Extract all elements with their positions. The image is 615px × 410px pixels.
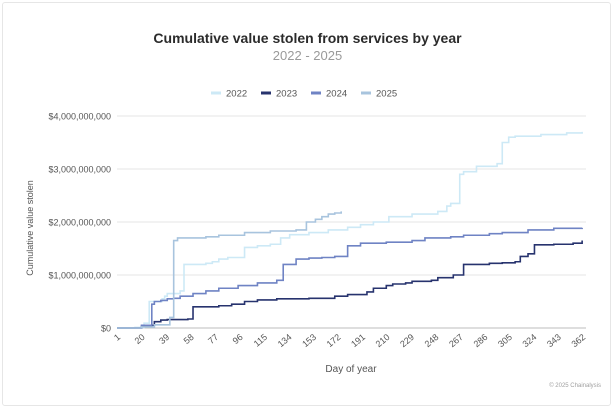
- x-axis-label: Day of year: [325, 364, 377, 375]
- y-tick-label: $1,000,000,000: [48, 271, 111, 281]
- y-tick-label: $2,000,000,000: [48, 218, 111, 228]
- x-tick-label: 305: [496, 332, 514, 349]
- x-tick-label: 115: [252, 332, 269, 349]
- y-tick-label: $4,000,000,000: [48, 112, 111, 122]
- x-tick-label: 229: [398, 332, 416, 349]
- legend-label: 2025: [376, 89, 397, 100]
- legend-item-2024: 2024: [311, 89, 347, 100]
- grid-lines: [117, 115, 586, 329]
- series-line-2023: [117, 240, 583, 329]
- x-axis-ticks: 1 20 39 58 77 96 115 134 153 172 191 210 229 248 267 28…: [112, 332, 587, 349]
- x-tick-label: 77: [206, 332, 220, 346]
- series-line-2024: [117, 227, 583, 329]
- y-tick-label: $0: [101, 324, 111, 334]
- x-tick-label: 39: [157, 332, 171, 346]
- y-axis-label: Cumulative value stolen: [25, 180, 35, 276]
- x-tick-label: 324: [521, 332, 539, 349]
- x-tick-label: 20: [133, 332, 147, 346]
- credit-text: © 2025 Chainalysis: [549, 383, 601, 389]
- x-tick-label: 286: [472, 332, 490, 349]
- series-lines: [117, 131, 583, 329]
- x-tick-label: 267: [447, 332, 465, 349]
- x-tick-label: 58: [182, 332, 196, 346]
- x-tick-label: 153: [300, 332, 318, 349]
- legend-label: 2023: [276, 89, 297, 100]
- y-axis-ticks: $0 $1,000,000,000 $2,000,000,000 $3,000,000…: [48, 112, 111, 334]
- legend-item-2023: 2023: [261, 89, 297, 100]
- y-tick-label: $3,000,000,000: [48, 165, 111, 175]
- x-tick-label: 134: [276, 332, 294, 349]
- legend-item-2025: 2025: [361, 89, 397, 100]
- series-line-2022: [117, 131, 583, 329]
- chart-card: [2, 2, 611, 406]
- x-tick-label: 362: [569, 332, 587, 349]
- x-tick-label: 343: [545, 332, 563, 349]
- x-tick-label: 96: [231, 332, 245, 346]
- x-tick-label: 248: [423, 332, 441, 349]
- x-tick-label: 191: [349, 332, 367, 349]
- x-tick-label: 1: [112, 332, 122, 343]
- x-tick-label: 210: [374, 332, 392, 349]
- chart-title: Cumulative value stolen from services by…: [153, 30, 462, 46]
- series-line-2025: [117, 211, 342, 329]
- x-tick-label: 172: [325, 332, 343, 349]
- legend-item-2022: 2022: [211, 89, 247, 100]
- legend-label: 2022: [226, 89, 247, 100]
- legend: 2022 2023 2024 2025: [211, 89, 397, 100]
- chart-subtitle: 2022 - 2025: [272, 48, 343, 63]
- legend-label: 2024: [326, 89, 347, 100]
